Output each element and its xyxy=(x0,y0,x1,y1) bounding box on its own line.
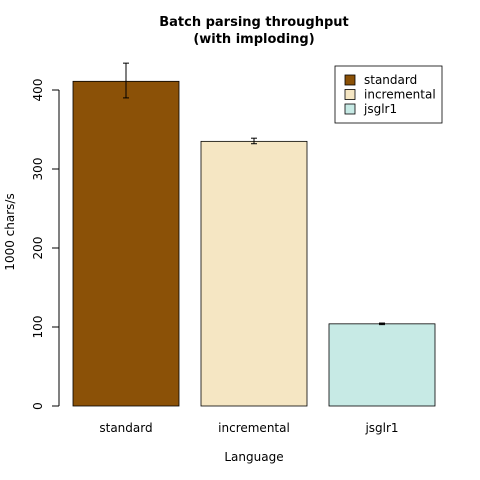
bar-jsglr1 xyxy=(328,323,436,407)
chart-title-line-1: Batch parsing throughput xyxy=(159,15,349,30)
bars xyxy=(72,80,436,407)
y-tick-label: 300 xyxy=(31,158,45,181)
y-tick-label: 100 xyxy=(31,316,45,339)
error-bars xyxy=(123,62,385,326)
y-tick-label: 0 xyxy=(31,402,45,410)
y-tick-label: 400 xyxy=(31,79,45,102)
bar-incremental xyxy=(200,140,308,407)
legend-swatch-jsglr1 xyxy=(344,103,356,115)
y-axis: 0 100 200 300 400 xyxy=(31,79,60,410)
bar-standard xyxy=(72,80,180,407)
y-axis-label: 1000 chars/s xyxy=(3,193,17,270)
legend-swatch-incremental xyxy=(344,89,356,100)
legend-label-jsglr1: jsglr1 xyxy=(363,102,397,116)
x-axis-label: Language xyxy=(224,450,283,464)
x-tick-label-jsglr1: jsglr1 xyxy=(364,421,398,435)
legend-label-incremental: incremental xyxy=(364,88,436,102)
x-tick-label-incremental: incremental xyxy=(218,421,290,435)
y-tick-label: 200 xyxy=(31,237,45,260)
x-tick-label-standard: standard xyxy=(99,421,152,435)
chart-title-line-2: (with imploding) xyxy=(193,32,314,47)
legend-label-standard: standard xyxy=(364,73,417,87)
x-tick-labels: standard incremental jsglr1 xyxy=(99,421,398,435)
legend-swatch-standard xyxy=(344,74,356,86)
